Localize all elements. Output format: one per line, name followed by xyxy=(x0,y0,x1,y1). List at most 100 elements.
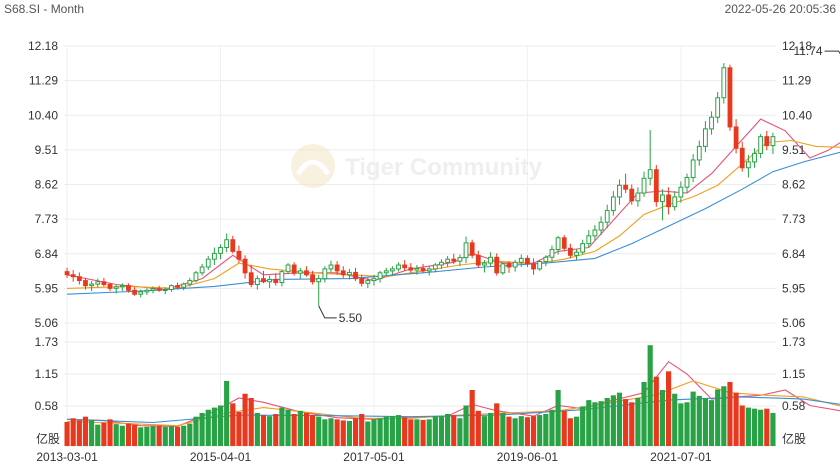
candle-body xyxy=(310,274,315,283)
volume-bar xyxy=(426,419,432,446)
candle-body xyxy=(138,291,144,295)
candles xyxy=(64,63,776,306)
volume-bar xyxy=(236,411,242,446)
price-annotations: 11.74 5.50 xyxy=(318,44,840,325)
low-annotation-leader xyxy=(318,305,337,319)
candle-body xyxy=(414,268,420,271)
volume-ytick-label-left: 0.58 xyxy=(35,399,59,413)
candle-body xyxy=(242,258,248,274)
candle-body xyxy=(199,266,205,274)
volume-bar xyxy=(672,393,678,446)
candle-body xyxy=(304,270,309,276)
volume-bar xyxy=(138,427,144,446)
volume-bar xyxy=(150,426,156,446)
candle-body xyxy=(709,116,714,130)
candle-body xyxy=(518,257,524,263)
candle-body xyxy=(254,278,260,285)
volume-bar xyxy=(586,400,592,446)
x-tick-label: 2017-05-01 xyxy=(343,450,405,464)
candle-body xyxy=(432,264,438,270)
price-ma_long-line xyxy=(67,151,840,295)
price-ytick-label-right: 6.84 xyxy=(782,247,806,261)
volume-bar xyxy=(107,419,113,446)
volume-bar xyxy=(322,419,328,446)
candle-body xyxy=(727,67,733,128)
candle-body xyxy=(126,285,131,291)
volume-bar xyxy=(291,414,297,446)
volume-bar xyxy=(187,423,193,446)
candle-body xyxy=(494,256,500,274)
axis-labels: 12.18 12.18 11.29 11.29 10.40 10.40 9.51 9.51 8.… xyxy=(28,39,812,464)
volume-bar xyxy=(653,376,659,446)
candle-body xyxy=(107,283,113,289)
volume-unit-label-right: 亿股 xyxy=(782,431,806,446)
volume-bar xyxy=(383,416,389,446)
candle-body xyxy=(721,67,727,99)
volume-bar xyxy=(371,419,377,446)
volume-bar xyxy=(132,424,138,446)
candle-body xyxy=(297,270,303,274)
candle-body xyxy=(353,271,358,280)
volume-bar xyxy=(248,398,254,446)
grid-layer xyxy=(64,45,776,447)
price-ytick-label-right: 5.06 xyxy=(782,316,806,330)
candle-body xyxy=(482,262,487,266)
candle-body xyxy=(610,196,616,212)
price-ytick-label-left: 10.40 xyxy=(28,108,58,122)
candle-body xyxy=(653,169,659,203)
high-annotation-label: 11.74 xyxy=(793,44,822,58)
volume-bar xyxy=(438,415,445,446)
volume-bar xyxy=(659,390,666,446)
candle-body xyxy=(629,188,635,202)
volume-bar xyxy=(316,416,322,446)
volume-bar xyxy=(696,395,702,446)
volume-bar xyxy=(101,422,107,446)
volume-bar xyxy=(629,402,635,446)
volume-bar xyxy=(260,415,267,446)
x-tick-label: 2013-03-01 xyxy=(36,450,98,464)
candle-body xyxy=(580,243,586,253)
volume-bar xyxy=(457,418,463,446)
candle-body xyxy=(684,176,690,188)
price-ytick-label-right: 5.95 xyxy=(782,281,806,295)
volume-bar xyxy=(402,417,408,446)
volume-bar xyxy=(690,391,696,446)
candle-body xyxy=(70,274,76,278)
candle-body xyxy=(248,272,254,285)
volume-bar xyxy=(414,419,420,446)
volume-bar xyxy=(469,390,475,446)
volume-bar xyxy=(377,418,383,446)
candle-body xyxy=(169,285,174,291)
candle-body xyxy=(328,264,334,270)
candle-body xyxy=(525,257,530,265)
candle-body xyxy=(261,278,266,283)
candle-body xyxy=(500,263,506,274)
volume-bar xyxy=(193,416,199,446)
volume-bar xyxy=(267,416,273,446)
candle-body xyxy=(678,186,684,198)
candle-body xyxy=(715,97,721,118)
volume-bar xyxy=(352,418,359,446)
volume-bar xyxy=(518,416,524,446)
candle-body xyxy=(739,147,745,169)
candle-body xyxy=(340,270,346,276)
volume-bar xyxy=(156,425,162,446)
price-ytick-label-right: 8.62 xyxy=(782,178,806,192)
candle-body xyxy=(457,257,463,262)
volume-bar xyxy=(254,412,260,446)
price-ytick-label-right: 7.73 xyxy=(782,212,806,226)
candle-body xyxy=(463,242,469,259)
candle-body xyxy=(690,159,696,178)
candle-body xyxy=(365,280,371,284)
candle-body xyxy=(408,267,414,271)
volume-bar xyxy=(610,395,616,446)
volume-bar xyxy=(334,419,340,446)
candle-body xyxy=(211,252,217,260)
candle-body xyxy=(574,251,579,256)
candle-body xyxy=(426,268,432,272)
candle-body xyxy=(733,126,739,149)
price-ytick-label-right: 10.40 xyxy=(782,108,812,122)
candle-body xyxy=(113,286,119,289)
timestamp-label: 2022-05-26 20:05:36 xyxy=(724,2,836,16)
